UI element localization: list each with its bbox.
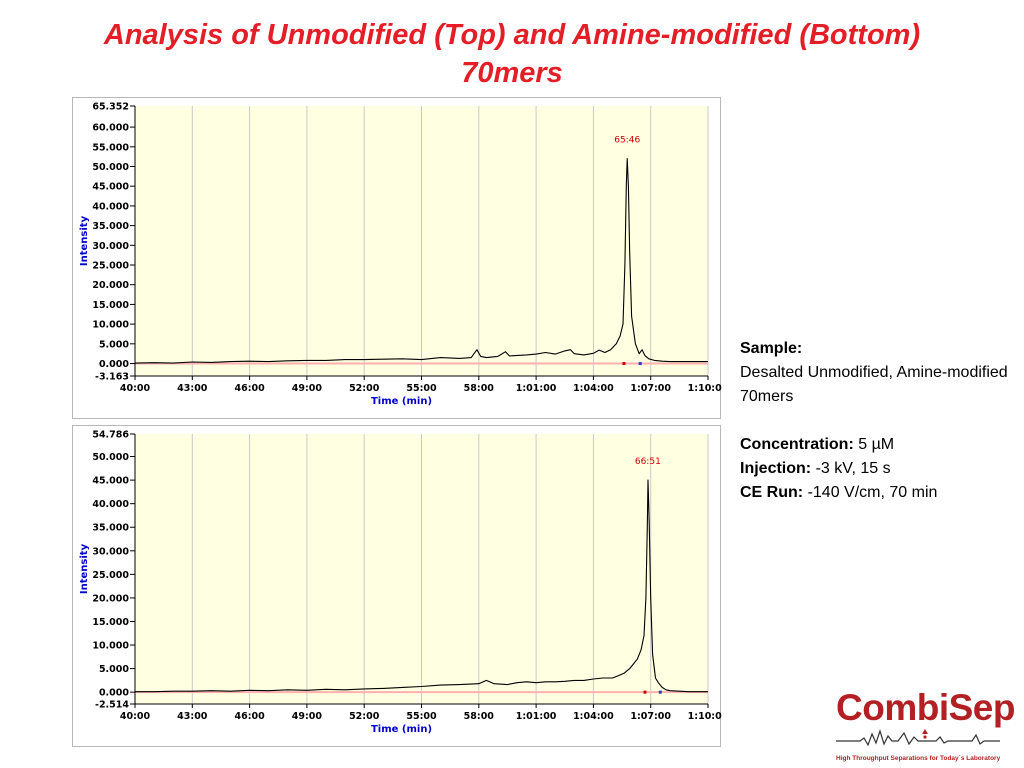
injection-value: -3 kV, 15 s bbox=[815, 460, 891, 477]
slide-title: Analysis of Unmodified (Top) and Amine-m… bbox=[0, 16, 1024, 92]
chart-top-y-tick-label: 60.000 bbox=[92, 123, 129, 134]
chart-top-x-tick-label: 1:04:00 bbox=[573, 383, 614, 394]
concentration-value: 5 µM bbox=[858, 436, 895, 453]
chart-top-y-tick-label: 65.352 bbox=[92, 102, 129, 113]
chart-bottom-svg: 40:00 43:00 46:00 49:00 52:00 55:00 58:00 1:01:… bbox=[79, 430, 722, 736]
chart-bottom-y-tick-label: 10.000 bbox=[92, 641, 129, 652]
injection-label: Injection: bbox=[740, 460, 812, 477]
chart-top-y-tick-label: 55.000 bbox=[92, 142, 129, 153]
chart-top-peak-marker bbox=[622, 362, 626, 366]
sample-info-panel: Sample: Desalted Unmodified, Amine-modif… bbox=[740, 337, 1010, 505]
chart-bottom-y-tick-label: 0.000 bbox=[99, 688, 129, 699]
chart-bottom-y-tick-label: 40.000 bbox=[92, 499, 129, 510]
chart-top-y-tick-label: -3.163 bbox=[95, 372, 129, 383]
logo-name: CombiSep bbox=[836, 687, 1015, 728]
injection-row: Injection: -3 kV, 15 s bbox=[740, 457, 1010, 481]
chart-bottom-y-tick-label: 5.000 bbox=[99, 664, 129, 675]
chart-top-x-tick-label: 43:00 bbox=[177, 383, 208, 394]
chart-bottom-y-tick-label: 30.000 bbox=[92, 546, 129, 557]
concentration-label: Concentration: bbox=[740, 436, 854, 453]
chart-bottom-x-tick-label: 55:00 bbox=[406, 711, 437, 722]
electropherogram-top: 40:00 43:00 46:00 49:00 52:00 55:00 58:00 1:01:… bbox=[72, 97, 722, 419]
chart-bottom-peak-marker bbox=[658, 690, 662, 694]
chart-top-x-tick-label: 1:10:00 bbox=[688, 383, 722, 394]
chart-top-x-tick-label: 40:00 bbox=[120, 383, 151, 394]
ce-run-value: -140 V/cm, 70 min bbox=[807, 484, 938, 501]
chart-bottom-y-axis-title: Intensity bbox=[79, 543, 90, 594]
electropherogram-bottom: 40:00 43:00 46:00 49:00 52:00 55:00 58:00 1:01:… bbox=[72, 425, 722, 747]
chart-bottom-y-tick-label: 45.000 bbox=[92, 476, 129, 487]
chart-bottom-peak-label: 66:51 bbox=[635, 457, 661, 467]
chart-top-y-tick-label: 15.000 bbox=[92, 300, 129, 311]
chart-top-y-tick-label: 25.000 bbox=[92, 261, 129, 272]
combisep-logo: CombiSep High Throughput Separations for… bbox=[832, 686, 1022, 766]
chart-bottom-x-tick-label: 1:07:00 bbox=[630, 711, 671, 722]
chart-top-y-tick-label: 10.000 bbox=[92, 320, 129, 331]
chart-top-svg: 40:00 43:00 46:00 49:00 52:00 55:00 58:00 1:01:… bbox=[79, 102, 722, 408]
chart-bottom-x-tick-label: 49:00 bbox=[292, 711, 323, 722]
chart-top-x-axis-title: Time (min) bbox=[371, 396, 432, 407]
sample-label: Sample: bbox=[740, 340, 803, 357]
chart-bottom-y-tick-label: 50.000 bbox=[92, 452, 129, 463]
chart-top-x-tick-label: 46:00 bbox=[234, 383, 265, 394]
ce-run-label: CE Run: bbox=[740, 484, 804, 501]
chart-top-y-tick-label: 0.000 bbox=[99, 359, 129, 370]
chart-bottom-x-tick-label: 1:01:00 bbox=[516, 711, 557, 722]
chart-top-x-tick-label: 49:00 bbox=[292, 383, 323, 394]
chart-bottom-x-tick-label: 58:00 bbox=[464, 711, 495, 722]
chart-top-x-tick-label: 58:00 bbox=[464, 383, 495, 394]
chart-top-y-tick-label: 30.000 bbox=[92, 241, 129, 252]
chart-top-y-tick-label: 45.000 bbox=[92, 182, 129, 193]
chart-top-peak-label: 65:46 bbox=[614, 136, 640, 146]
chart-top-y-axis-title: Intensity bbox=[79, 215, 90, 266]
chart-bottom-y-tick-label: 35.000 bbox=[92, 523, 129, 534]
chart-bottom-x-tick-label: 1:10:00 bbox=[688, 711, 722, 722]
chart-top-y-tick-label: 40.000 bbox=[92, 201, 129, 212]
ce-run-row: CE Run: -140 V/cm, 70 min bbox=[740, 481, 1010, 505]
concentration-row: Concentration: 5 µM bbox=[740, 433, 1010, 457]
slide-title-line1: Analysis of Unmodified (Top) and Amine-m… bbox=[103, 19, 921, 51]
chart-bottom-x-axis-title: Time (min) bbox=[371, 724, 432, 735]
chart-bottom-x-tick-label: 52:00 bbox=[349, 711, 380, 722]
chart-bottom-trace bbox=[135, 479, 708, 693]
chart-bottom-x-tick-label: 1:04:00 bbox=[573, 711, 614, 722]
chart-bottom-x-tick-label: 46:00 bbox=[234, 711, 265, 722]
chart-top-y-tick-label: 50.000 bbox=[92, 162, 129, 173]
chart-bottom-x-tick-label: 40:00 bbox=[120, 711, 151, 722]
chart-bottom-y-tick-label: 54.786 bbox=[92, 430, 129, 441]
slide-title-line2: 70mers bbox=[461, 57, 563, 89]
chart-bottom-y-tick-label: -2.514 bbox=[95, 700, 129, 711]
chart-top-y-tick-label: 5.000 bbox=[99, 339, 129, 350]
chart-top-x-tick-label: 1:07:00 bbox=[630, 383, 671, 394]
chart-bottom-y-tick-label: 15.000 bbox=[92, 617, 129, 628]
chart-bottom-x-tick-label: 43:00 bbox=[177, 711, 208, 722]
chart-top-x-tick-label: 1:01:00 bbox=[516, 383, 557, 394]
chart-top-x-tick-label: 55:00 bbox=[406, 383, 437, 394]
chart-top-trace bbox=[134, 158, 708, 364]
chart-bottom-y-tick-label: 20.000 bbox=[92, 593, 129, 604]
chart-bottom-peak-marker bbox=[643, 690, 647, 694]
chart-bottom-y-tick-label: 25.000 bbox=[92, 570, 129, 581]
chart-top-y-tick-label: 20.000 bbox=[92, 280, 129, 291]
logo-tagline: High Throughput Separations for Today`s … bbox=[836, 755, 1001, 762]
logo-wave-icon bbox=[836, 729, 1000, 747]
chart-top-y-tick-label: 35.000 bbox=[92, 221, 129, 232]
sample-value: Desalted Unmodified, Amine-modified 70me… bbox=[740, 364, 1008, 405]
chart-top-peak-marker bbox=[638, 362, 642, 366]
chart-top-x-tick-label: 52:00 bbox=[349, 383, 380, 394]
